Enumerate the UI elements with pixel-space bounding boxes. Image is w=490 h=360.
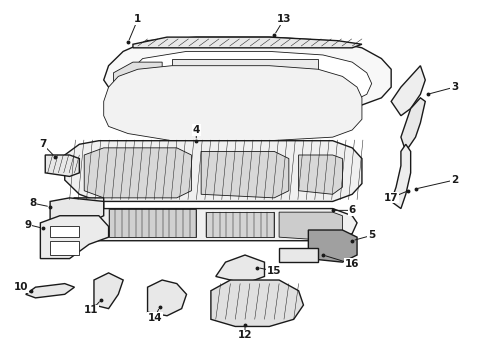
Text: 12: 12 [238,330,252,341]
Polygon shape [55,198,357,241]
Text: 4: 4 [193,125,200,135]
Text: 17: 17 [384,193,398,203]
Text: 14: 14 [147,312,162,323]
Text: 16: 16 [345,259,360,269]
Text: 15: 15 [267,266,281,276]
Text: 10: 10 [14,282,28,292]
Polygon shape [147,280,187,316]
Polygon shape [50,241,79,255]
Polygon shape [50,226,79,237]
Text: 1: 1 [134,14,142,24]
Polygon shape [65,141,362,202]
Text: 3: 3 [451,82,458,92]
Polygon shape [104,37,391,116]
Polygon shape [201,152,289,198]
Polygon shape [279,248,318,262]
Polygon shape [94,273,123,309]
Polygon shape [206,212,274,237]
Polygon shape [308,230,357,262]
Text: 13: 13 [277,14,291,24]
Polygon shape [109,208,196,237]
Polygon shape [84,148,192,198]
Text: 7: 7 [39,139,47,149]
Text: 11: 11 [84,305,99,315]
Polygon shape [104,66,362,141]
Polygon shape [123,51,372,109]
Polygon shape [401,98,425,152]
Polygon shape [211,280,303,327]
Text: 2: 2 [451,175,458,185]
Polygon shape [50,198,104,226]
Polygon shape [133,37,362,48]
Polygon shape [114,62,162,102]
Text: 6: 6 [348,205,356,215]
Polygon shape [26,284,74,298]
Polygon shape [60,208,99,237]
Text: 8: 8 [29,198,37,208]
Polygon shape [391,144,411,208]
Polygon shape [172,59,318,105]
Polygon shape [45,155,79,176]
Text: 5: 5 [368,230,375,240]
Text: 9: 9 [24,220,32,230]
Polygon shape [298,155,343,194]
Polygon shape [216,255,265,284]
Polygon shape [279,212,343,241]
Polygon shape [391,66,425,116]
Polygon shape [40,216,109,258]
